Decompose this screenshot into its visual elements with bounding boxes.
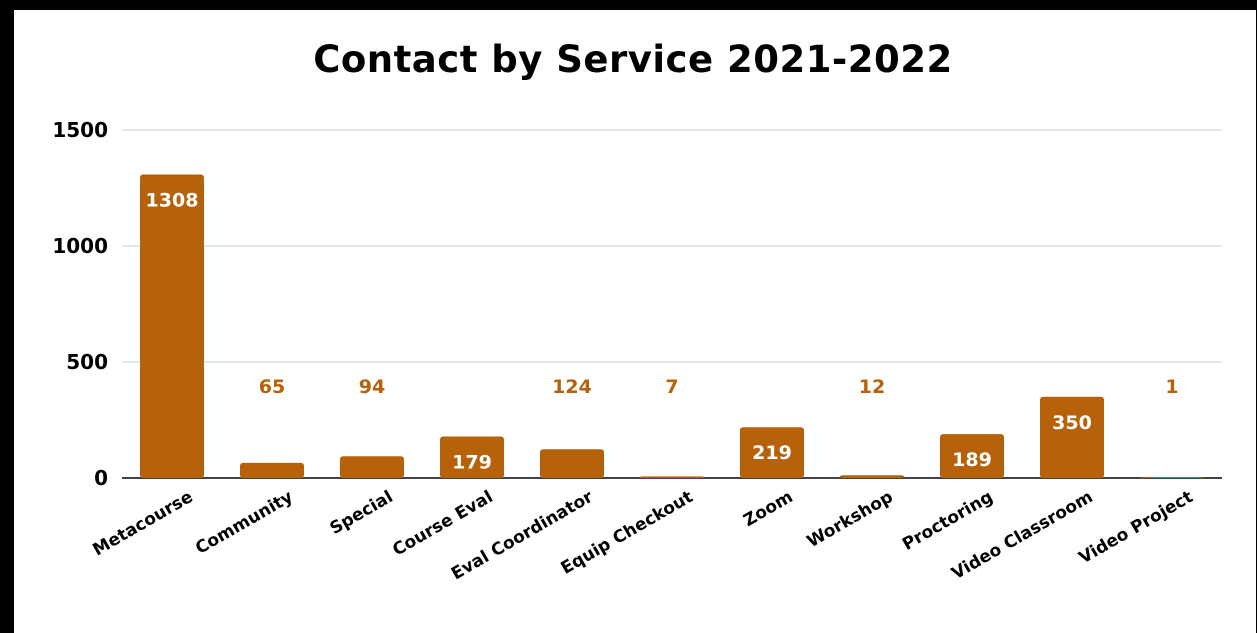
x-tick-label: Workshop — [804, 487, 897, 552]
bar — [940, 434, 1004, 478]
data-labels: 1308 65 94 179 124 7 219 12 189 350 1 — [146, 190, 1179, 474]
data-label: 189 — [952, 449, 992, 471]
bar — [140, 174, 204, 478]
x-tick-label: Special — [327, 487, 397, 539]
data-label: 12 — [859, 376, 885, 398]
data-label: 94 — [359, 376, 385, 398]
bar — [340, 456, 404, 478]
data-label: 179 — [452, 451, 492, 473]
x-tick-label: Metacourse — [90, 487, 197, 560]
x-tick-label: Community — [192, 487, 296, 559]
data-label: 1308 — [146, 190, 199, 212]
bar — [840, 475, 904, 478]
y-tick-label: 0 — [94, 466, 108, 490]
y-tick-label: 1000 — [52, 234, 108, 258]
y-tick-label: 500 — [66, 350, 108, 374]
bar — [240, 462, 304, 478]
x-tick-label: Video Project — [1076, 487, 1197, 568]
data-label: 350 — [1052, 412, 1092, 434]
x-tick-label: Proctoring — [899, 487, 996, 555]
bar — [1040, 396, 1104, 478]
bars — [140, 174, 1204, 478]
y-tick-label: 1500 — [52, 118, 108, 142]
chart-frame — [14, 10, 1256, 633]
x-tick-label: Zoom — [740, 487, 796, 531]
bar — [440, 436, 504, 478]
bar — [540, 449, 604, 478]
bar — [1140, 477, 1204, 478]
chart-title: Contact by Service 2021-2022 — [313, 38, 953, 81]
data-label: 219 — [752, 442, 792, 464]
data-label: 124 — [552, 376, 592, 398]
data-label: 1 — [1165, 376, 1178, 398]
bar — [740, 427, 804, 478]
data-label: 7 — [665, 376, 678, 398]
data-label: 65 — [259, 376, 285, 398]
bar — [640, 476, 704, 478]
y-axis-ticks: 0 500 1000 1500 — [52, 118, 108, 490]
